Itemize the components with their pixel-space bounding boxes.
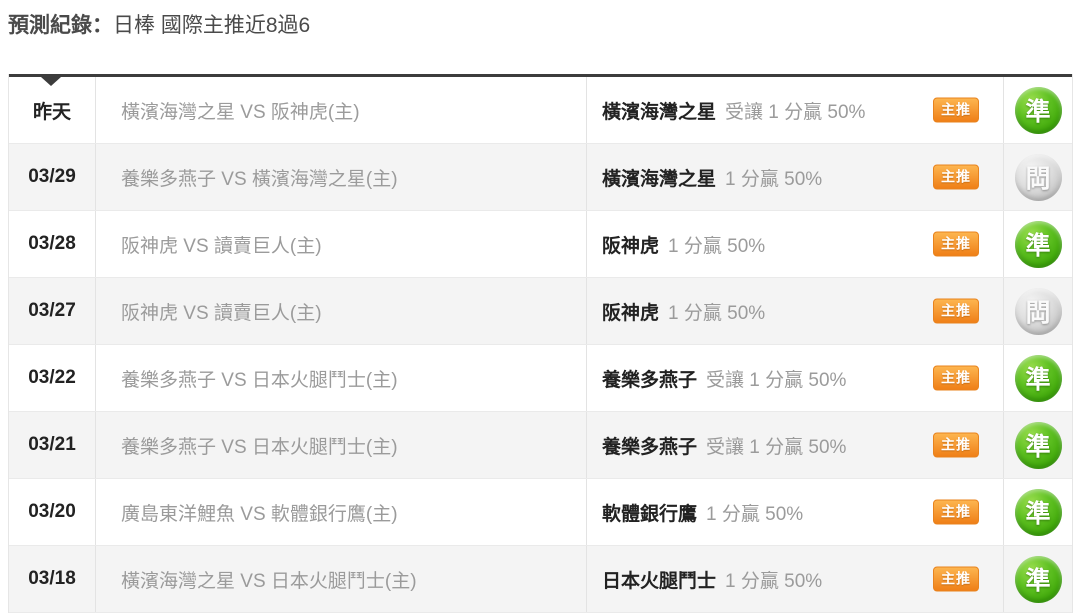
- result-ball-icon: 準: [1014, 354, 1062, 402]
- pick-detail: 受讓 1 分贏 50%: [725, 101, 866, 123]
- prediction-cell: 阪神虎 1 分贏 50% 主推: [587, 211, 1004, 277]
- pick-team: 橫濱海灣之星: [602, 101, 717, 123]
- page-title-text: 日棒 國際主推近8過6: [113, 14, 311, 37]
- result-ball-icon: 準: [1014, 86, 1062, 134]
- pick-team: 軟體銀行鷹: [602, 503, 698, 525]
- match-cell: 養樂多燕子 VS 橫濱海灣之星(主): [96, 144, 587, 210]
- main-push-badge: 主推: [933, 566, 979, 592]
- pick-team: 日本火腿鬥士: [602, 570, 717, 592]
- current-row-marker-icon: [41, 77, 61, 86]
- result-ball-icon: 閊: [1014, 153, 1062, 201]
- prediction-cell: 軟體銀行鷹 1 分贏 50% 主推: [587, 479, 1004, 545]
- page-title: 預測紀錄：日棒 國際主推近8過6: [8, 12, 1080, 40]
- date-cell: 03/22: [9, 345, 96, 411]
- match-cell: 養樂多燕子 VS 日本火腿鬥士(主): [96, 345, 587, 411]
- result-ball-icon: 準: [1014, 488, 1062, 536]
- match-cell: 養樂多燕子 VS 日本火腿鬥士(主): [96, 412, 587, 478]
- result-cell: 準: [1004, 77, 1072, 143]
- date-cell: 03/28: [9, 211, 96, 277]
- date-cell: 昨天: [9, 77, 96, 143]
- prediction-cell: 養樂多燕子 受讓 1 分贏 50% 主推: [587, 412, 1004, 478]
- table-top-border: [9, 74, 1072, 86]
- pick-team: 橫濱海灣之星: [602, 168, 717, 190]
- prediction-cell: 橫濱海灣之星 受讓 1 分贏 50% 主推: [587, 77, 1004, 143]
- result-ball-icon: 準: [1014, 421, 1062, 469]
- table-row: 03/20 廣島東洋鯉魚 VS 軟體銀行鷹(主) 軟體銀行鷹 1 分贏 50% …: [9, 479, 1072, 546]
- main-push-badge: 主推: [933, 432, 979, 458]
- match-cell: 阪神虎 VS 讀賣巨人(主): [96, 278, 587, 344]
- pick-detail: 1 分贏 50%: [668, 302, 766, 324]
- main-push-badge: 主推: [933, 164, 979, 190]
- pick-team: 阪神虎: [602, 235, 660, 257]
- result-cell: 準: [1004, 412, 1072, 478]
- pick-team: 阪神虎: [602, 302, 660, 324]
- pick-team: 養樂多燕子: [602, 369, 698, 391]
- prediction-cell: 阪神虎 1 分贏 50% 主推: [587, 278, 1004, 344]
- table-row: 昨天 橫濱海灣之星 VS 阪神虎(主) 橫濱海灣之星 受讓 1 分贏 50% 主…: [9, 77, 1072, 144]
- result-cell: 準: [1004, 211, 1072, 277]
- pick-detail: 受讓 1 分贏 50%: [706, 436, 847, 458]
- table-row: 03/28 阪神虎 VS 讀賣巨人(主) 阪神虎 1 分贏 50% 主推 準: [9, 211, 1072, 278]
- match-cell: 阪神虎 VS 讀賣巨人(主): [96, 211, 587, 277]
- table-row: 03/21 養樂多燕子 VS 日本火腿鬥士(主) 養樂多燕子 受讓 1 分贏 5…: [9, 412, 1072, 479]
- result-ball-icon: 閊: [1014, 287, 1062, 335]
- main-push-badge: 主推: [933, 298, 979, 324]
- page-title-prefix: 預測紀錄：: [8, 14, 113, 37]
- result-ball-icon: 準: [1014, 220, 1062, 268]
- main-push-badge: 主推: [933, 231, 979, 257]
- table-row: 03/29 養樂多燕子 VS 橫濱海灣之星(主) 橫濱海灣之星 1 分贏 50%…: [9, 144, 1072, 211]
- main-push-badge: 主推: [933, 97, 979, 123]
- pick-detail: 1 分贏 50%: [706, 503, 804, 525]
- prediction-cell: 日本火腿鬥士 1 分贏 50% 主推: [587, 546, 1004, 612]
- date-cell: 03/21: [9, 412, 96, 478]
- main-push-badge: 主推: [933, 365, 979, 391]
- result-cell: 準: [1004, 345, 1072, 411]
- date-cell: 03/29: [9, 144, 96, 210]
- result-cell: 準: [1004, 546, 1072, 612]
- match-cell: 橫濱海灣之星 VS 阪神虎(主): [96, 77, 587, 143]
- pick-team: 養樂多燕子: [602, 436, 698, 458]
- result-cell: 閊: [1004, 144, 1072, 210]
- result-ball-icon: 準: [1014, 555, 1062, 603]
- date-cell: 03/27: [9, 278, 96, 344]
- table-row: 03/18 橫濱海灣之星 VS 日本火腿鬥士(主) 日本火腿鬥士 1 分贏 50…: [9, 546, 1072, 613]
- result-cell: 準: [1004, 479, 1072, 545]
- main-push-badge: 主推: [933, 499, 979, 525]
- table-row: 03/27 阪神虎 VS 讀賣巨人(主) 阪神虎 1 分贏 50% 主推 閊: [9, 278, 1072, 345]
- date-cell: 03/20: [9, 479, 96, 545]
- pick-detail: 1 分贏 50%: [725, 168, 823, 190]
- prediction-cell: 養樂多燕子 受讓 1 分贏 50% 主推: [587, 345, 1004, 411]
- prediction-record-table: 昨天 橫濱海灣之星 VS 阪神虎(主) 橫濱海灣之星 受讓 1 分贏 50% 主…: [8, 74, 1073, 613]
- match-cell: 廣島東洋鯉魚 VS 軟體銀行鷹(主): [96, 479, 587, 545]
- prediction-cell: 橫濱海灣之星 1 分贏 50% 主推: [587, 144, 1004, 210]
- pick-detail: 1 分贏 50%: [668, 235, 766, 257]
- match-cell: 橫濱海灣之星 VS 日本火腿鬥士(主): [96, 546, 587, 612]
- result-cell: 閊: [1004, 278, 1072, 344]
- pick-detail: 1 分贏 50%: [725, 570, 823, 592]
- table-row: 03/22 養樂多燕子 VS 日本火腿鬥士(主) 養樂多燕子 受讓 1 分贏 5…: [9, 345, 1072, 412]
- date-cell: 03/18: [9, 546, 96, 612]
- pick-detail: 受讓 1 分贏 50%: [706, 369, 847, 391]
